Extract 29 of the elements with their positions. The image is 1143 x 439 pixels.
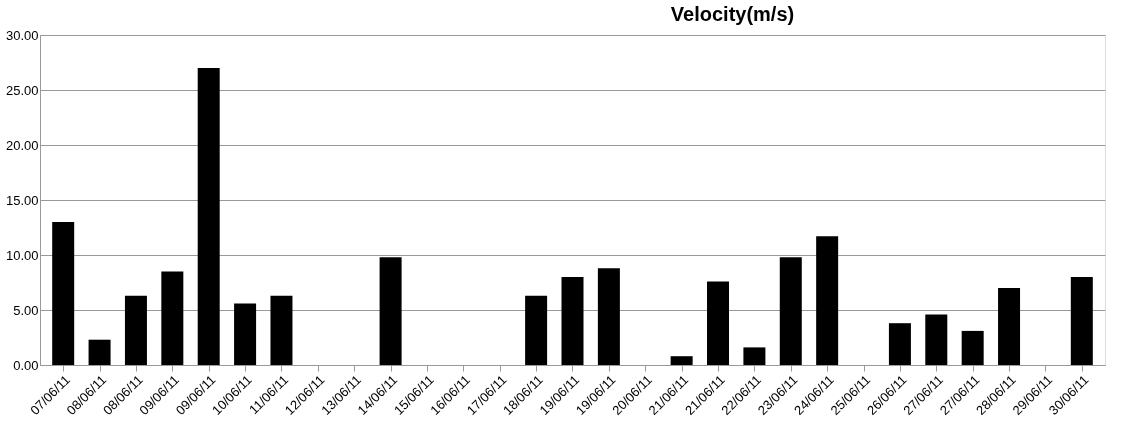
- y-tick-label: 20.00: [5, 137, 39, 153]
- y-tick-label: 10.00: [5, 247, 39, 263]
- bar: [888, 323, 911, 365]
- bar: [124, 295, 147, 365]
- bar: [161, 271, 184, 365]
- bar: [961, 330, 984, 365]
- y-tick-label: 30.00: [5, 27, 39, 43]
- y-tick-label: 25.00: [5, 82, 39, 98]
- bar: [525, 295, 548, 365]
- bar: [379, 257, 402, 365]
- bar: [52, 222, 75, 365]
- y-tick-label: 0.00: [13, 357, 39, 373]
- bar: [707, 281, 730, 365]
- bar: [998, 288, 1021, 365]
- chart-title: Velocity(m/s): [670, 3, 795, 25]
- bar: [88, 339, 111, 365]
- bar: [197, 68, 220, 365]
- y-tick-label: 15.00: [5, 192, 39, 208]
- bar: [779, 257, 802, 365]
- bar: [743, 347, 766, 365]
- bar: [1070, 277, 1093, 365]
- bar: [670, 356, 693, 365]
- bar: [925, 314, 948, 365]
- bar: [597, 268, 620, 365]
- y-tick-label: 5.00: [13, 302, 39, 318]
- bar: [234, 303, 257, 365]
- bar: [270, 295, 293, 365]
- bar: [561, 277, 584, 365]
- bar: [816, 236, 839, 365]
